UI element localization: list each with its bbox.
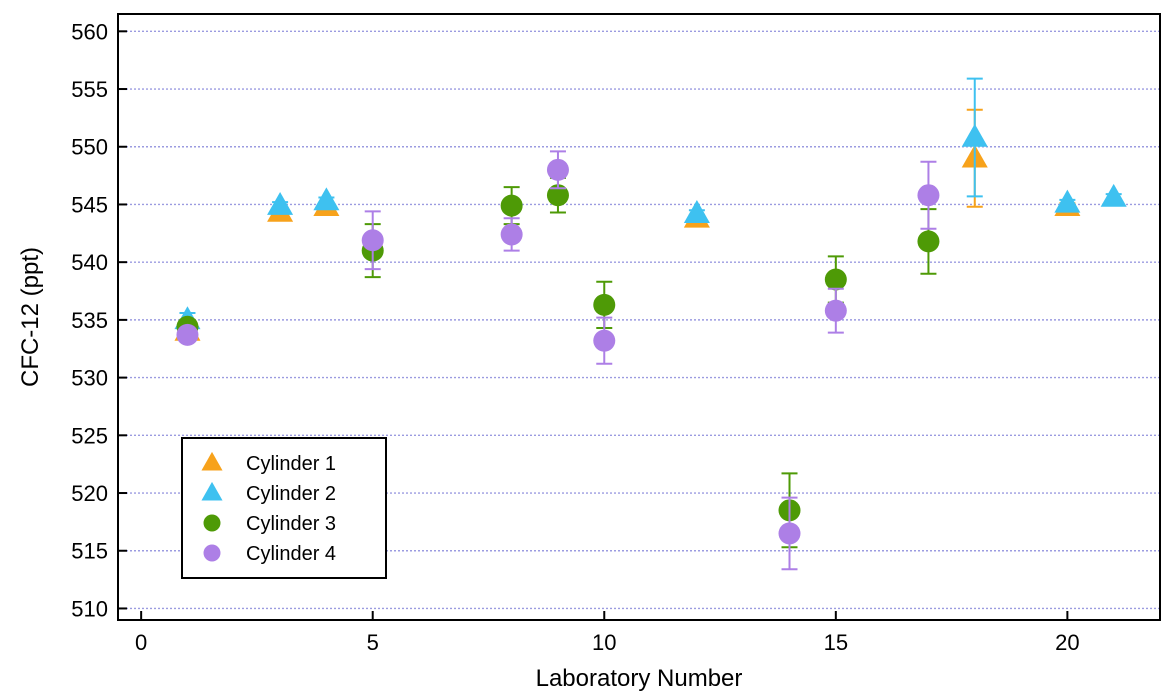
- circle-marker: [917, 230, 940, 253]
- legend-item: Cylinder 2: [201, 481, 336, 505]
- circle-marker: [361, 229, 384, 252]
- data-series: [174, 77, 1127, 571]
- data-point: [824, 287, 847, 334]
- data-point: [683, 200, 710, 223]
- data-point: [1054, 189, 1081, 213]
- triangle-marker: [683, 200, 710, 223]
- y-tick-label: 520: [71, 481, 108, 506]
- triangle-marker: [1100, 183, 1127, 207]
- legend-label: Cylinder 2: [246, 483, 336, 505]
- data-point: [961, 77, 988, 198]
- data-point: [500, 217, 523, 252]
- circle-marker: [824, 299, 847, 322]
- circle-marker: [203, 544, 221, 562]
- circle-marker: [593, 293, 616, 316]
- x-tick-label: 15: [824, 630, 848, 655]
- y-tick-label: 555: [71, 77, 108, 102]
- x-tick-label: 5: [367, 630, 379, 655]
- y-tick-label: 550: [71, 135, 108, 160]
- data-point: [313, 187, 340, 211]
- triangle-marker: [961, 123, 988, 147]
- y-tick-label: 560: [71, 19, 108, 44]
- x-axis-title: Laboratory Number: [536, 665, 743, 691]
- y-tick-label: 525: [71, 423, 108, 448]
- circle-marker: [917, 184, 940, 207]
- circle-marker: [203, 514, 221, 532]
- legend-item: Cylinder 4: [203, 543, 336, 565]
- triangle-marker: [1054, 189, 1081, 213]
- data-point: [546, 150, 569, 190]
- data-point: [1100, 183, 1127, 207]
- x-tick-label: 20: [1055, 630, 1079, 655]
- y-tick-label: 515: [71, 539, 108, 564]
- circle-marker: [500, 223, 523, 246]
- circle-marker: [176, 323, 199, 346]
- circle-marker: [546, 184, 569, 207]
- series-4: [176, 150, 940, 571]
- circle-marker: [593, 329, 616, 352]
- circle-marker: [500, 194, 523, 217]
- legend: Cylinder 1 Cylinder 2 Cylinder 3 Cylinder 4: [181, 437, 387, 579]
- triangle-marker: [267, 191, 294, 215]
- legend-label: Cylinder 3: [246, 513, 336, 535]
- data-point: [917, 160, 940, 230]
- y-tick-label: 540: [71, 250, 108, 275]
- data-point: [267, 191, 294, 215]
- legend-item: Cylinder 3: [203, 513, 336, 535]
- plot-frame: [117, 13, 1161, 621]
- triangle-marker: [201, 451, 223, 471]
- series-1: [174, 108, 1081, 341]
- data-point: [361, 210, 384, 271]
- triangle-marker: [201, 481, 223, 501]
- y-tick-label: 535: [71, 308, 108, 333]
- legend-item: Cylinder 1: [201, 451, 336, 475]
- circle-marker: [824, 268, 847, 291]
- x-tick-label: 0: [135, 630, 147, 655]
- y-tick-label: 510: [71, 596, 108, 621]
- legend-label: Cylinder 4: [246, 543, 336, 565]
- data-point: [593, 316, 616, 365]
- y-tick-label: 545: [71, 192, 108, 217]
- y-tick-label: 530: [71, 366, 108, 391]
- x-tick-label: 10: [592, 630, 616, 655]
- data-point: [176, 323, 199, 346]
- triangle-marker: [313, 187, 340, 211]
- circle-marker: [778, 522, 801, 545]
- y-axis-title: CFC-12 (ppt): [17, 247, 44, 387]
- data-point: [778, 496, 801, 571]
- legend-label: Cylinder 1: [246, 453, 336, 475]
- circle-marker: [546, 158, 569, 181]
